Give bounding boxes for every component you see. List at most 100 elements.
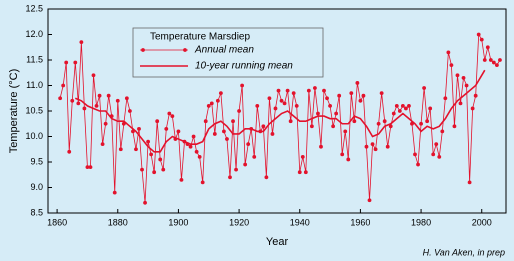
y-tick-label: 11.5 (26, 54, 43, 64)
x-tick-label: 1860 (47, 217, 67, 227)
data-point (228, 175, 232, 180)
data-point (167, 111, 172, 116)
legend-marker (141, 48, 145, 52)
data-point (209, 101, 214, 106)
data-point (197, 155, 202, 159)
data-point (461, 75, 466, 80)
data-point (112, 190, 117, 195)
data-point (246, 142, 251, 147)
data-point (64, 60, 69, 65)
data-point (218, 91, 223, 96)
data-point (361, 93, 366, 98)
data-point (498, 58, 502, 62)
data-point (115, 98, 120, 103)
data-point (467, 180, 472, 185)
data-point (264, 175, 269, 180)
legend-label: 10-year running mean (195, 61, 293, 72)
data-point (491, 60, 496, 65)
data-point (76, 101, 81, 106)
data-point (316, 111, 320, 116)
data-point (322, 88, 326, 93)
data-point (294, 104, 299, 108)
data-point (206, 104, 211, 108)
credit: H. Van Aken, in prep (423, 247, 505, 257)
y-tick-label: 12.5 (25, 3, 43, 13)
data-point (282, 101, 287, 106)
data-point (313, 86, 317, 90)
data-point (106, 93, 111, 98)
running-mean-line (74, 69, 486, 153)
data-point (297, 170, 302, 175)
data-point (285, 88, 290, 93)
data-point (188, 144, 193, 149)
data-point (231, 119, 235, 124)
legend-label: Annual mean (194, 45, 254, 56)
data-point (449, 63, 454, 67)
data-point (82, 106, 87, 111)
x-tick-label: 1920 (229, 217, 249, 227)
data-point (455, 73, 460, 78)
data-point (143, 200, 147, 205)
y-tick-label: 8.5 (30, 207, 43, 217)
data-point (404, 106, 408, 111)
legend-title: Temperature Marsdiep (150, 32, 250, 43)
data-point (303, 170, 308, 175)
data-point (170, 114, 175, 118)
data-point (100, 142, 105, 147)
data-point (373, 147, 378, 152)
data-point (88, 165, 93, 170)
data-point (191, 134, 196, 139)
data-point (288, 119, 293, 124)
data-point (203, 119, 208, 124)
data-point (140, 167, 144, 172)
data-point (94, 104, 99, 108)
x-tick-label: 1980 (411, 217, 431, 227)
data-point (291, 91, 296, 96)
data-point (428, 106, 433, 111)
data-point (240, 83, 245, 88)
data-point (370, 142, 375, 147)
data-point (309, 124, 314, 129)
data-point (134, 147, 138, 152)
data-point (416, 162, 420, 167)
data-point (437, 155, 442, 159)
data-point (103, 121, 108, 126)
data-point (446, 50, 451, 55)
data-point (155, 119, 160, 124)
data-point (337, 93, 342, 98)
data-point (388, 124, 393, 129)
y-tick-label: 9.5 (30, 156, 43, 166)
data-point (422, 86, 427, 90)
data-point (91, 73, 96, 78)
data-point (346, 157, 351, 162)
data-point (152, 170, 157, 175)
data-point (482, 58, 487, 62)
data-point (127, 109, 132, 113)
legend-marker (183, 48, 187, 52)
x-axis-label: Year (266, 236, 289, 248)
data-point (464, 83, 469, 88)
data-point (306, 88, 311, 93)
data-point (331, 124, 336, 129)
data-point (124, 96, 129, 101)
data-point (473, 93, 478, 98)
data-point (67, 149, 72, 154)
data-point (300, 155, 305, 159)
data-point (200, 180, 205, 185)
data-point (382, 119, 387, 124)
data-point (470, 106, 475, 111)
data-point (328, 104, 332, 108)
data-point (340, 152, 345, 157)
data-point (452, 124, 457, 129)
data-point (58, 96, 63, 101)
data-point (137, 126, 141, 131)
data-point (158, 157, 163, 162)
y-tick-label: 12.0 (25, 29, 43, 39)
x-tick-label: 1960 (350, 217, 370, 227)
data-point (385, 144, 390, 149)
data-point (270, 132, 275, 136)
data-point (215, 98, 220, 103)
data-point (488, 58, 493, 62)
data-point (431, 152, 436, 157)
